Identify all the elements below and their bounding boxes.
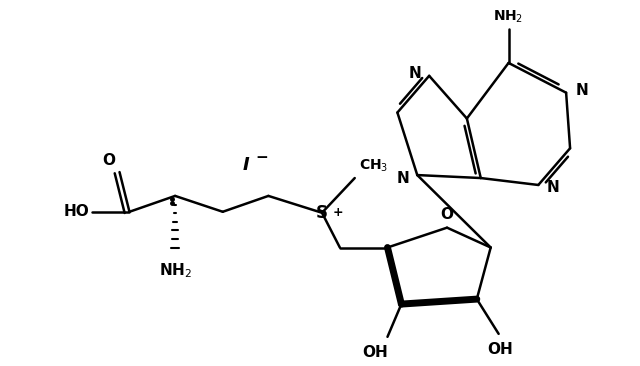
Text: N: N — [576, 83, 589, 98]
Text: +: + — [333, 206, 344, 219]
Text: CH$_3$: CH$_3$ — [358, 158, 388, 174]
Text: OH: OH — [363, 345, 388, 360]
Text: −: − — [255, 150, 268, 165]
Text: N: N — [397, 171, 410, 186]
Text: OH: OH — [488, 342, 513, 357]
Text: N: N — [408, 66, 421, 81]
Text: N: N — [547, 180, 559, 195]
Text: I: I — [242, 156, 249, 174]
Text: O: O — [440, 207, 454, 222]
Text: NH$_2$: NH$_2$ — [493, 9, 524, 25]
Text: NH$_2$: NH$_2$ — [159, 261, 191, 280]
Text: S: S — [316, 204, 328, 222]
Text: O: O — [102, 153, 116, 168]
Text: HO: HO — [64, 204, 90, 219]
